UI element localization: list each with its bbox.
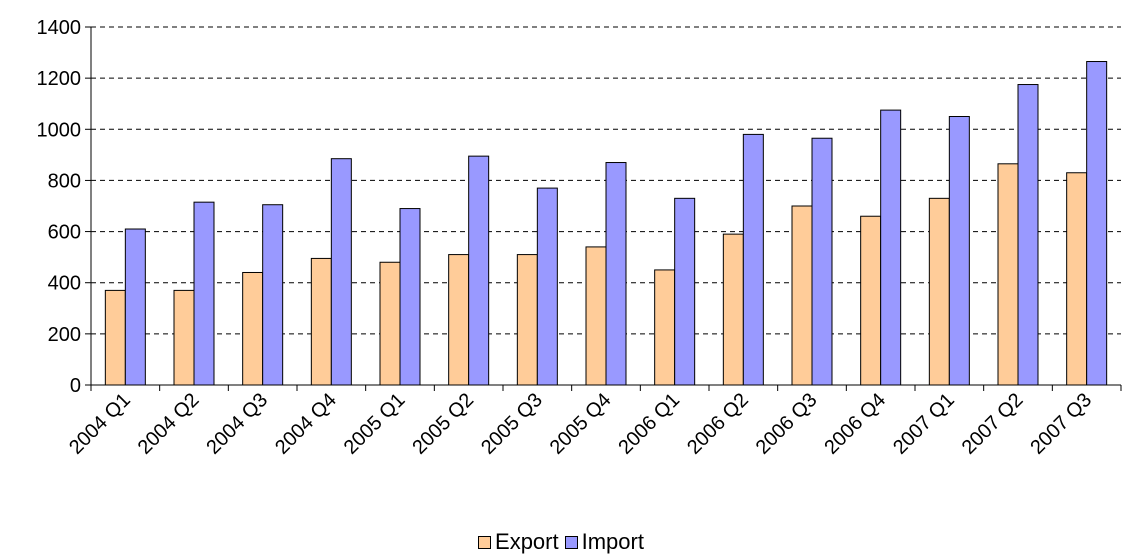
bar-import [948, 116, 970, 386]
bar-export [585, 246, 607, 386]
legend-item-import: Import [564, 529, 644, 555]
x-tick-label: 2006 Q3 [752, 389, 822, 459]
bar-export [104, 289, 126, 386]
bar-import [124, 228, 146, 386]
bar-export [379, 261, 401, 386]
bar-import [1086, 61, 1108, 386]
bar-export [997, 163, 1019, 386]
x-tick-label: 2006 Q4 [820, 389, 890, 459]
y-tick-label: 1000 [37, 119, 82, 141]
legend-swatch-export [478, 535, 492, 549]
y-tick-label: 1200 [37, 68, 82, 90]
bar-import [399, 208, 421, 386]
bar-export [654, 269, 676, 386]
y-tick-label: 400 [48, 273, 81, 295]
bar-import [1017, 84, 1039, 386]
x-tick-label: 2007 Q2 [958, 389, 1028, 459]
bar-export [1066, 172, 1088, 386]
legend-label-export: Export [495, 529, 559, 554]
bar-import [674, 197, 696, 386]
bar-export [310, 257, 332, 386]
bar-import [262, 204, 284, 386]
bar-export [173, 289, 195, 386]
bar-import [742, 133, 764, 386]
x-tick-label: 2006 Q1 [614, 389, 684, 459]
bar-export [516, 254, 538, 386]
bar-import [468, 155, 490, 386]
bar-import [880, 109, 902, 386]
bar-import [330, 158, 352, 386]
bar-export [928, 197, 950, 386]
x-tick-label: 2005 Q1 [340, 389, 410, 459]
x-tick-label: 2007 Q1 [889, 389, 959, 459]
legend-label-import: Import [581, 529, 644, 554]
bar-export [448, 254, 470, 386]
bar-export [722, 233, 744, 386]
y-tick-label: 0 [70, 375, 81, 397]
x-tick-label: 2004 Q2 [134, 389, 204, 459]
bar-export [242, 271, 264, 386]
bar-export [791, 205, 813, 386]
legend-item-export: Export [478, 529, 559, 555]
x-tick-label: 2004 Q3 [202, 389, 272, 459]
bar-import [536, 187, 558, 386]
y-tick-label: 600 [48, 222, 81, 244]
y-tick-label: 200 [48, 324, 81, 346]
bar-export [860, 215, 882, 386]
bar-import [605, 162, 627, 386]
x-tick-label: 2005 Q4 [546, 389, 616, 459]
legend: Export Import [0, 529, 1122, 555]
y-tick-label: 1400 [37, 17, 82, 39]
y-tick-label: 800 [48, 170, 81, 192]
x-tick-label: 2007 Q3 [1026, 389, 1096, 459]
x-tick-label: 2005 Q2 [408, 389, 478, 459]
x-tick-label: 2004 Q4 [271, 389, 341, 459]
bar-import [193, 201, 215, 386]
legend-swatch-import [564, 535, 578, 549]
x-tick-label: 2005 Q3 [477, 389, 547, 459]
x-tick-label: 2006 Q2 [683, 389, 753, 459]
bar-import [811, 137, 833, 386]
x-tick-label: 2004 Q1 [65, 389, 135, 459]
